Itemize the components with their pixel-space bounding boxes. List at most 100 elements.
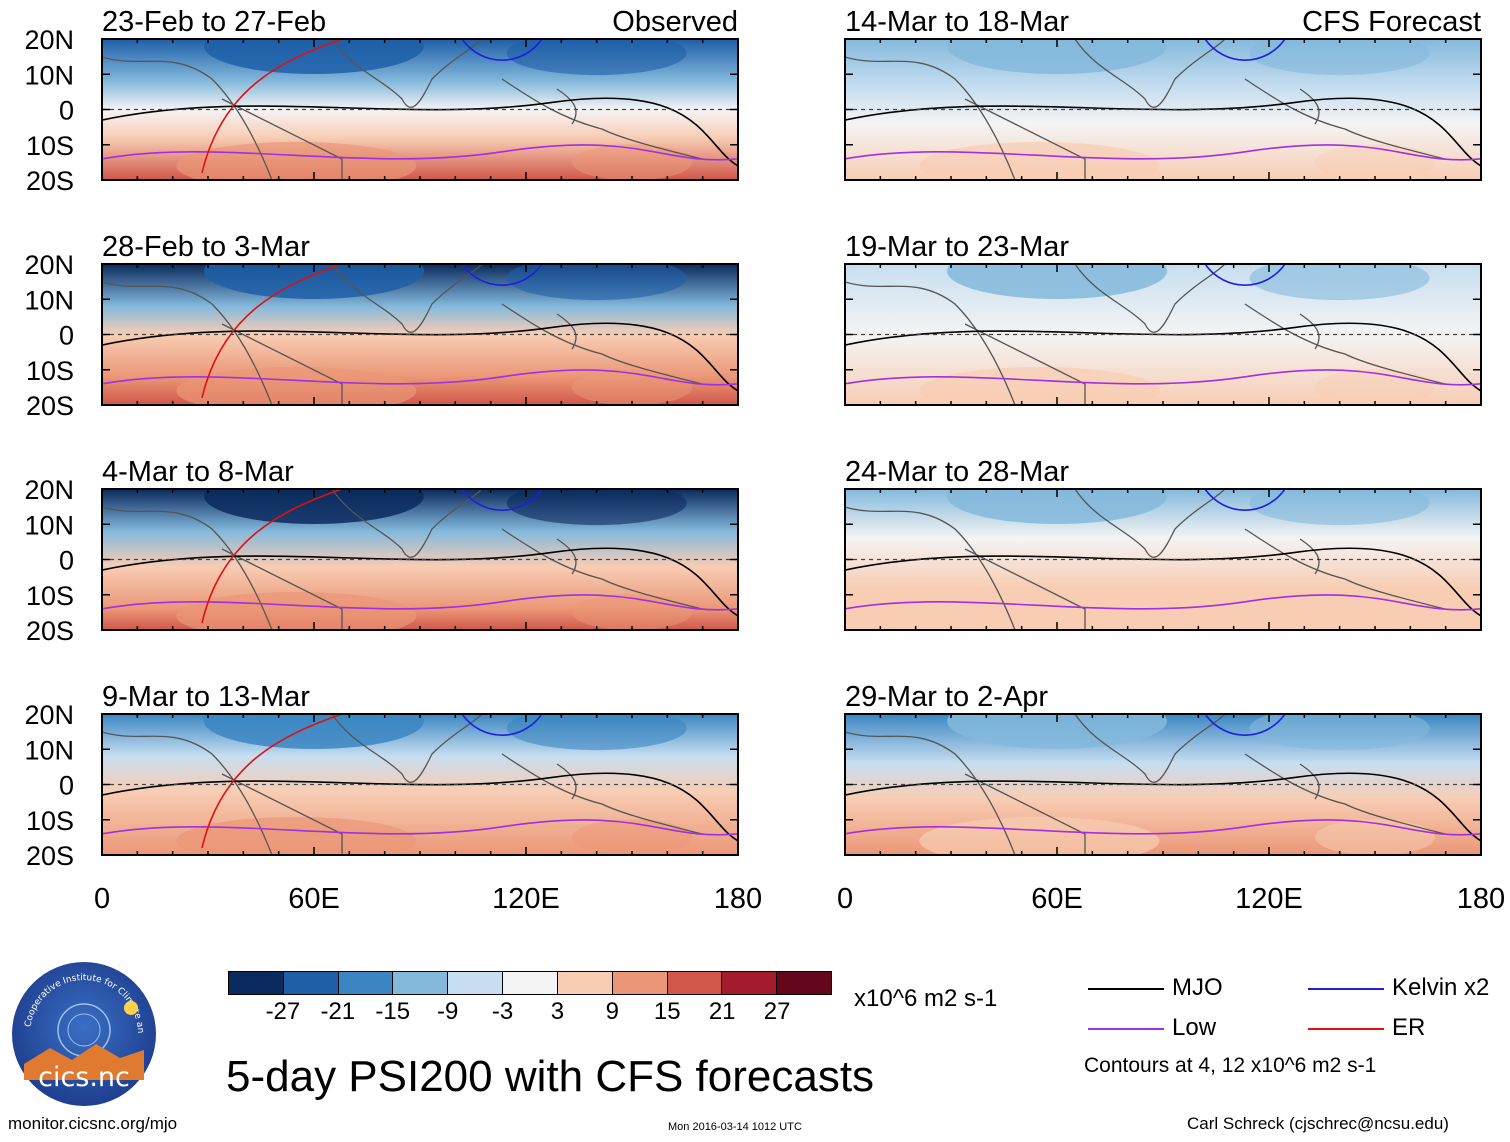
panel-body: [845, 39, 1481, 180]
colorbar-swatch: [229, 972, 284, 994]
footer-timestamp: Mon 2016-03-14 1012 UTC: [668, 1121, 802, 1133]
contour-kelvin: [461, 39, 543, 61]
coastline: [845, 39, 1446, 180]
anomaly-blob-south: [919, 816, 1160, 855]
legend-line-mjo: [1088, 988, 1164, 990]
units-label: x10^6 m2 s-1: [854, 985, 998, 1012]
longitude-label: 180: [1457, 883, 1505, 915]
longitude-label: 60E: [1031, 883, 1083, 915]
map-panel: 4-Mar to 8-Mar 20N 10N 0 10S 20S: [24, 456, 739, 646]
contour-low: [102, 819, 738, 836]
colorbar-tick-label: 9: [605, 998, 620, 1025]
anomaly-blob-south: [919, 591, 1160, 630]
panel-body: [845, 489, 1481, 630]
contour-kelvin: [1204, 489, 1286, 511]
latitude-label: 10N: [24, 285, 74, 315]
latitude-label: 0: [59, 546, 74, 576]
colorbar-swatch: [283, 972, 339, 994]
contour-er: [201, 714, 343, 849]
contour-kelvin: [1204, 264, 1286, 286]
anomaly-blob-south: [572, 819, 692, 855]
anomaly-blob-north: [506, 39, 687, 76]
contour-kelvin: [1204, 714, 1286, 736]
contour-low: [845, 144, 1481, 161]
latitude-label: 20N: [24, 700, 74, 730]
latitude-label: 0: [59, 321, 74, 351]
legend-label-kelvin: Kelvin x2: [1392, 974, 1490, 1001]
column-header: CFS Forecast: [1302, 6, 1481, 38]
logo-text: cics.nc: [38, 1062, 130, 1093]
contour-note: Contours at 4, 12 x10^6 m2 s-1: [1084, 1054, 1377, 1077]
latitude-label: 10N: [24, 735, 74, 765]
anomaly-blob-south: [572, 144, 692, 180]
colorbar-tick-label: 21: [708, 998, 736, 1025]
anomaly-blob-north: [1249, 264, 1430, 301]
panel-body: [102, 489, 738, 630]
anomaly-blob-north: [947, 489, 1167, 525]
colorbar-swatch: [722, 972, 778, 994]
column-header: Observed: [612, 6, 738, 38]
anomaly-blob-south: [176, 366, 417, 405]
colorbar-tick-label: -9: [436, 998, 459, 1025]
contour-mjo: [845, 97, 1481, 167]
panel-title: 19-Mar to 23-Mar: [845, 231, 1069, 263]
anomaly-blob-north: [506, 714, 687, 751]
anomaly-blob-north: [204, 39, 424, 75]
legend-line-kelvin: [1308, 988, 1384, 990]
contour-mjo: [102, 322, 738, 392]
panel-title: 9-Mar to 13-Mar: [102, 681, 310, 713]
longitude-label: 120E: [492, 883, 560, 915]
contour-kelvin: [1204, 39, 1286, 61]
latitude-label: 10S: [26, 806, 74, 836]
anomaly-blob-south: [1315, 144, 1435, 180]
panel-body: [845, 264, 1481, 405]
panel-title: 23-Feb to 27-Feb: [102, 6, 326, 38]
contour-kelvin: [461, 264, 543, 286]
latitude-label: 20S: [26, 841, 74, 871]
panel-body: [845, 714, 1481, 855]
colorbar-tick-label: -3: [491, 998, 514, 1025]
latitude-label: 20N: [24, 25, 74, 55]
anomaly-blob-south: [1315, 594, 1435, 630]
longitude-label: 120E: [1235, 883, 1303, 915]
map-panel: 19-Mar to 23-Mar: [844, 231, 1482, 406]
panel-title: 24-Mar to 28-Mar: [845, 456, 1069, 488]
coastline: [102, 714, 703, 855]
anomaly-blob-north: [1249, 489, 1430, 526]
footer-url: monitor.cicsnc.org/mjo: [8, 1114, 178, 1133]
anomaly-blob-south: [176, 816, 417, 855]
contour-low: [102, 144, 738, 161]
latitude-label: 20N: [24, 475, 74, 505]
coastline: [102, 489, 703, 630]
latitude-label: 0: [59, 771, 74, 801]
anomaly-blob-north: [947, 39, 1167, 75]
colorbar-swatch: [393, 972, 449, 994]
latitude-label: 10S: [26, 131, 74, 161]
contour-mjo: [102, 772, 738, 842]
anomaly-blob-north: [204, 264, 424, 300]
panel-title: 28-Feb to 3-Mar: [102, 231, 310, 263]
contour-mjo: [845, 772, 1481, 842]
latitude-label: 0: [59, 96, 74, 126]
map-panel: 29-Mar to 2-Apr 0 60E 120E 180: [837, 681, 1505, 915]
anomaly-blob-north: [1249, 39, 1430, 76]
anomaly-blob-north: [947, 714, 1167, 750]
contour-mjo: [102, 547, 738, 617]
anomaly-blob-north: [204, 489, 424, 525]
legend-label-er: ER: [1392, 1014, 1426, 1041]
latitude-label: 20S: [26, 616, 74, 646]
anomaly-blob-south: [176, 591, 417, 630]
contour-mjo: [845, 547, 1481, 617]
latitude-label: 10S: [26, 356, 74, 386]
panel-body: [102, 39, 738, 180]
contour-low: [102, 594, 738, 611]
contour-low: [845, 594, 1481, 611]
anomaly-blob-north: [1249, 714, 1430, 751]
map-panel: 9-Mar to 13-Mar 20N 10N 0 10S 20S 0 60E 120E 180: [24, 681, 762, 915]
anomaly-blob-north: [204, 714, 424, 750]
coastline: [845, 714, 1446, 855]
colorbar: [228, 971, 832, 995]
legend-label-low: Low: [1172, 1014, 1217, 1041]
colorbar-swatch: [448, 972, 504, 994]
